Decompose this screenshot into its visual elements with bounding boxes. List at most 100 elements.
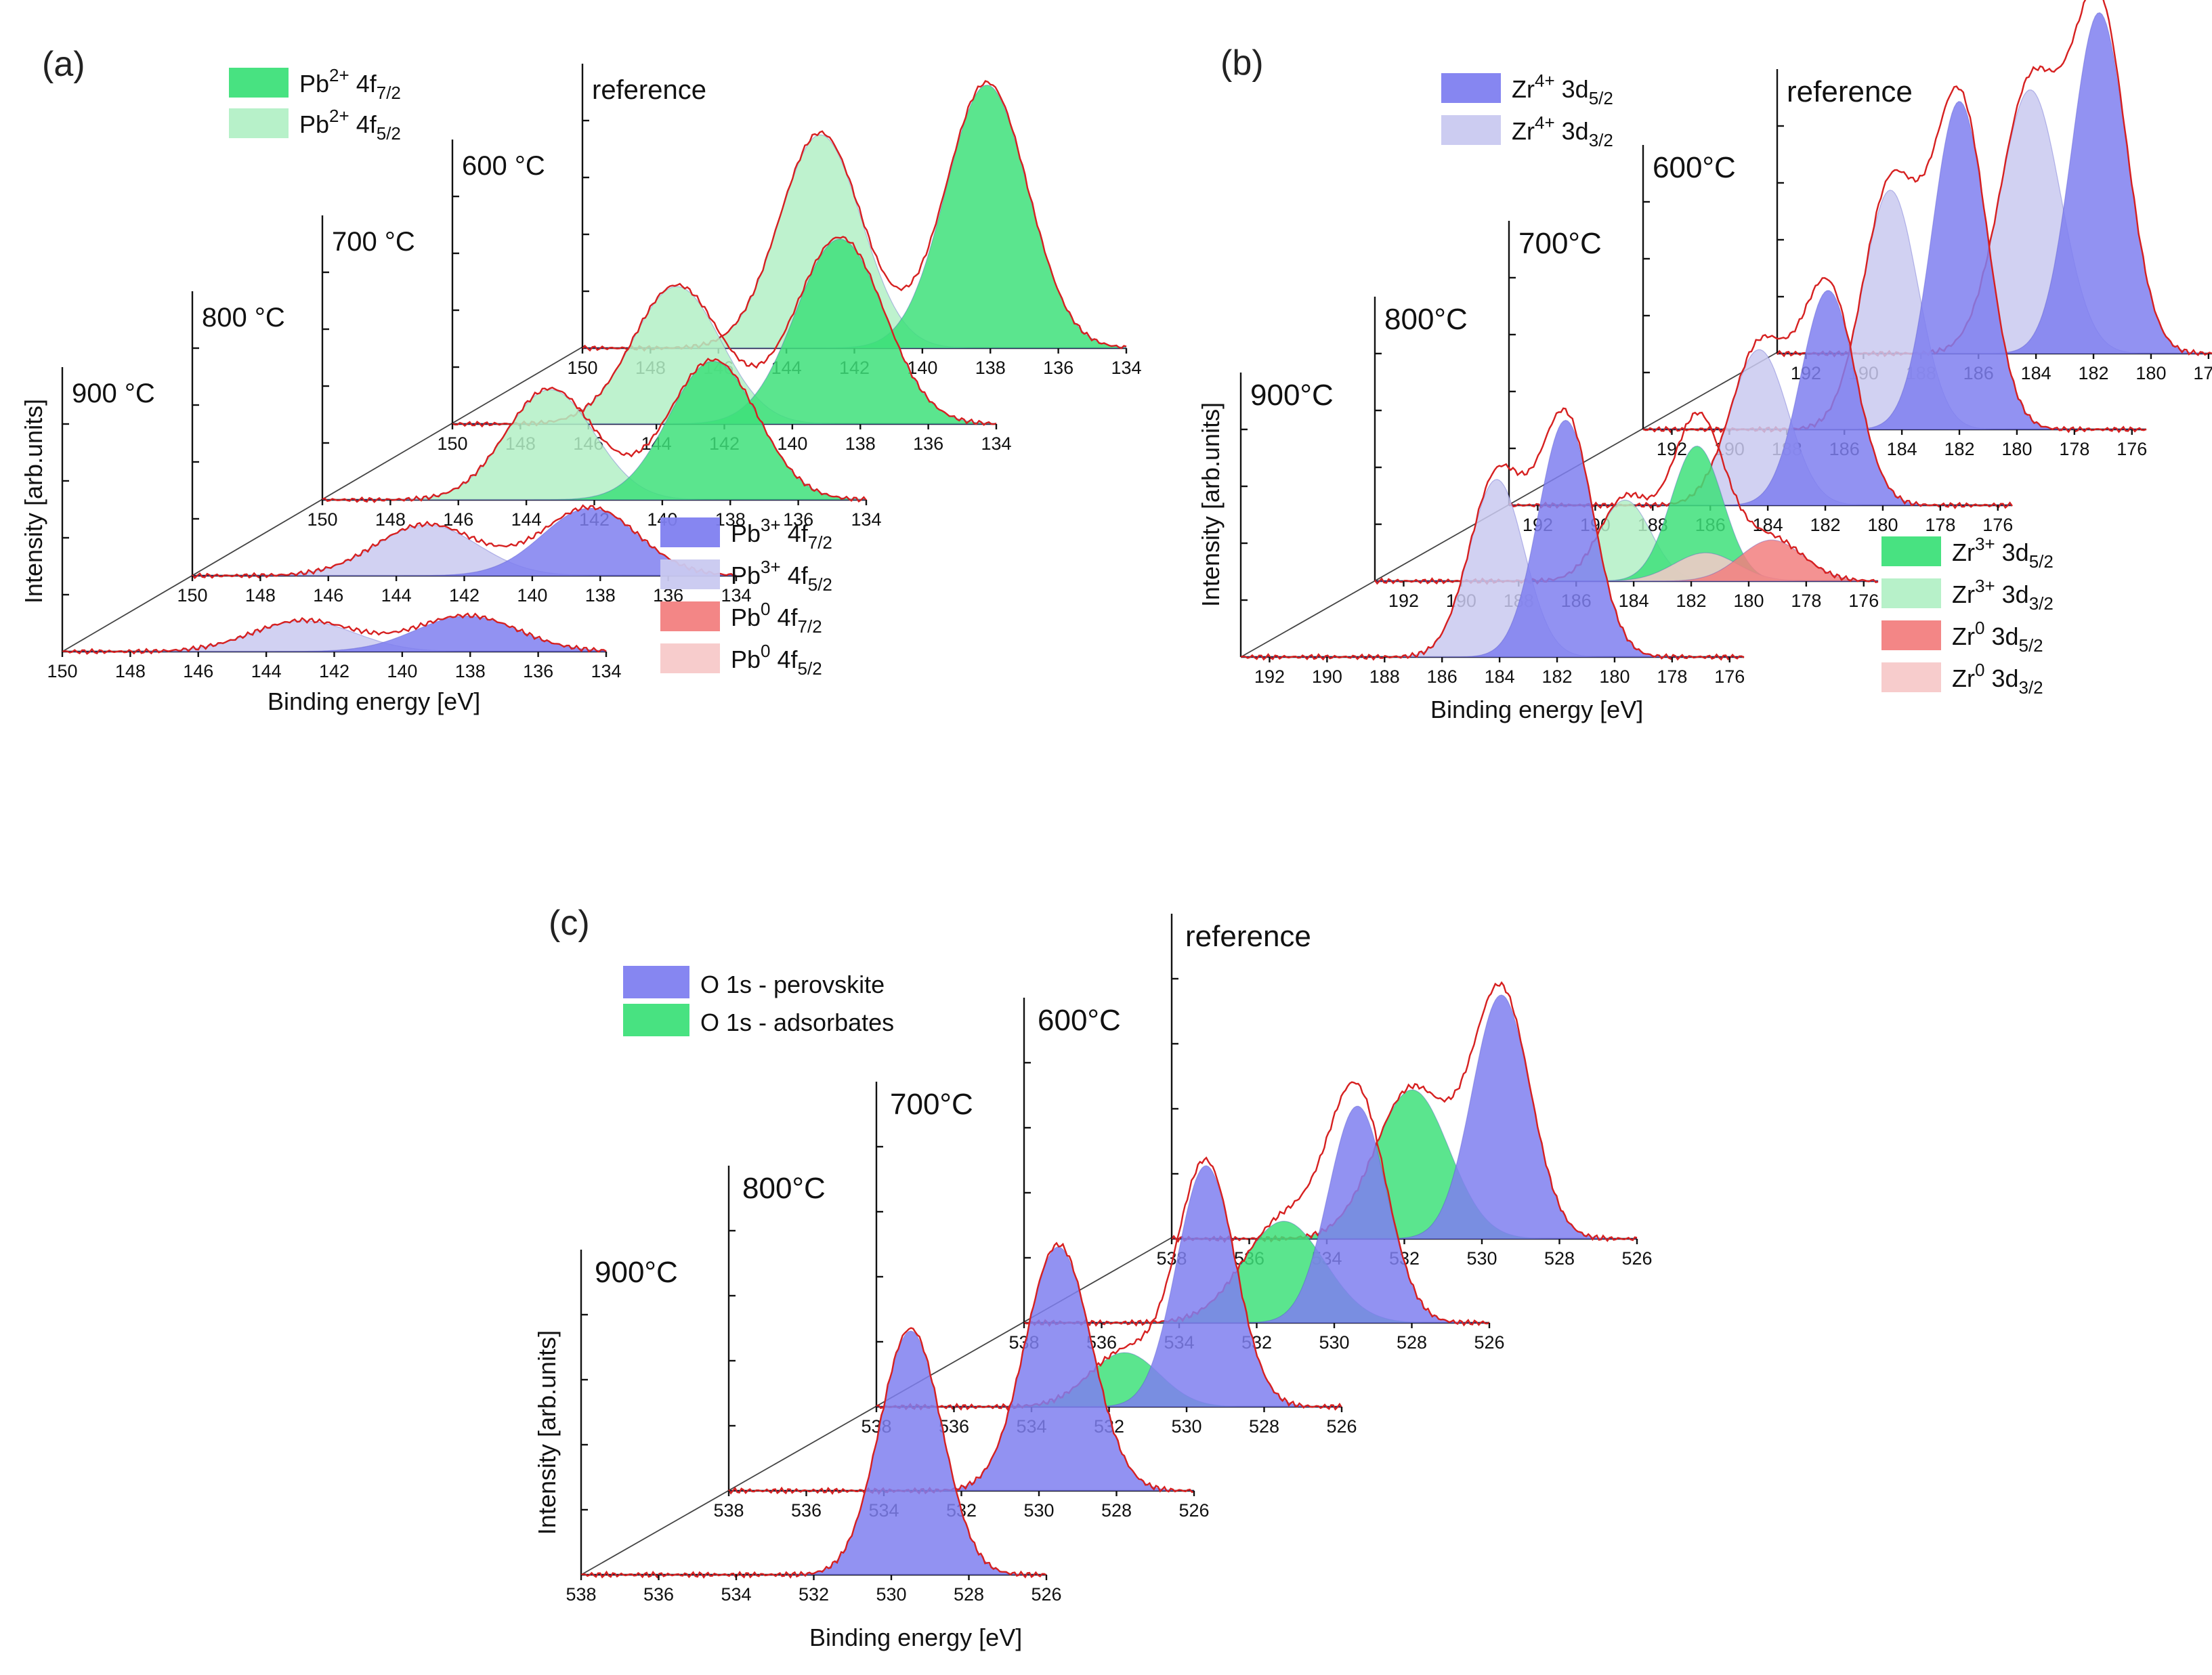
legend-swatch [1441, 73, 1501, 103]
energy-tick-label: 526 [1178, 1500, 1209, 1521]
legend-swatch [660, 517, 720, 547]
legend-item-zr4-5: Zr4+ 3d5/2 [1441, 70, 1613, 108]
legend-label: Pb2+ 4f7/2 [299, 65, 401, 103]
energy-tick-label: 134 [721, 585, 751, 606]
legend-label: Pb0 4f7/2 [731, 599, 822, 637]
energy-tick-label: 184 [2021, 363, 2051, 383]
legend-label: Zr3+ 3d5/2 [1952, 534, 2054, 572]
energy-tick-label: 184 [1887, 439, 1917, 459]
energy-tick-label: 134 [981, 433, 1011, 454]
legend-label: O 1s - perovskite [700, 971, 885, 998]
legend-swatch [1881, 620, 1941, 650]
legend-swatch [623, 966, 689, 998]
energy-tick-label: 528 [1397, 1332, 1427, 1353]
energy-tick-label: 188 [1369, 666, 1400, 687]
legend-item-pb2-5: Pb2+ 4f5/2 [229, 106, 401, 144]
temperature-label: 600 °C [462, 151, 545, 181]
energy-tick-label: 148 [115, 661, 146, 681]
energy-tick-label: 178 [1657, 666, 1687, 687]
energy-tick-label: 140 [517, 585, 547, 606]
measured-envelope [322, 358, 867, 503]
spectrum-4: reference538536534532530528526 [1156, 914, 1653, 1269]
temperature-label: 600°C [1653, 151, 1736, 184]
energy-tick-label: 140 [907, 358, 937, 378]
legend-item-pb0-7: Pb0 4f7/2 [660, 599, 822, 637]
energy-tick-label: 142 [449, 585, 480, 606]
energy-tick-label: 146 [183, 661, 213, 681]
energy-tick-label: 532 [799, 1584, 829, 1605]
temperature-label: 700°C [1518, 227, 1602, 260]
energy-tick-label: 526 [1031, 1584, 1061, 1605]
temperature-label: reference [1185, 920, 1311, 953]
panel-label: (b) [1220, 43, 1264, 83]
energy-tick-label: 536 [791, 1500, 822, 1521]
legend-swatch [1441, 115, 1501, 145]
energy-tick-label: 138 [715, 509, 746, 530]
legend-swatch [1881, 662, 1941, 692]
legend-item-pb2-7: Pb2+ 4f7/2 [229, 65, 401, 103]
measured-envelope [1023, 1081, 1490, 1328]
spectrum-0: 900°C 538 536 534 532 530 528 526 [566, 1250, 1062, 1605]
measured-envelope [1374, 411, 1879, 585]
energy-tick-label: 138 [845, 433, 876, 454]
energy-tick-label: 176 [1714, 666, 1745, 687]
energy-tick-label: 530 [1023, 1500, 1054, 1521]
legend-swatch [623, 1004, 689, 1036]
energy-tick-label: 180 [1733, 591, 1764, 611]
temperature-label: 800°C [742, 1172, 826, 1205]
temperature-label: 800°C [1384, 303, 1468, 336]
legend-swatch [660, 601, 720, 631]
energy-tick-label: 150 [307, 509, 337, 530]
energy-tick-label: 538 [713, 1500, 744, 1521]
spectrum-0: 900 °C 150 148 146 144 142 140 138 136 134 [47, 367, 622, 681]
panel-label: (c) [549, 904, 590, 943]
measured-envelope [1240, 407, 1745, 661]
energy-tick-label: 176 [1982, 515, 2013, 535]
energy-tick-label: 184 [1753, 515, 1783, 535]
energy-tick-label: 192 [1254, 666, 1285, 687]
measured-envelope [62, 612, 607, 655]
legend-label: Zr0 3d5/2 [1952, 618, 2043, 656]
energy-tick-label: 144 [511, 509, 542, 530]
energy-tick-label: 136 [523, 661, 553, 681]
energy-tick-label: 148 [375, 509, 406, 530]
energy-tick-label: 182 [1676, 591, 1706, 611]
energy-tick-label: 142 [319, 661, 349, 681]
legend-label: Zr3+ 3d3/2 [1952, 576, 2054, 614]
energy-tick-label: 182 [1944, 439, 1974, 459]
energy-tick-label: 184 [1619, 591, 1649, 611]
energy-tick-label: 178 [2193, 363, 2212, 383]
energy-tick-label: 192 [1388, 591, 1419, 611]
energy-tick-label: 180 [2001, 439, 2032, 459]
temperature-label: 700°C [890, 1088, 973, 1121]
legend-label: Pb0 4f5/2 [731, 641, 822, 679]
temperature-label: 900 °C [72, 379, 155, 408]
energy-tick-label: 180 [1867, 515, 1898, 535]
energy-tick-label: 528 [1249, 1416, 1279, 1437]
energy-tick-label: 528 [1101, 1500, 1132, 1521]
energy-tick-label: 182 [2078, 363, 2108, 383]
panel-label: (a) [42, 45, 85, 84]
energy-tick-label: 190 [1312, 666, 1342, 687]
energy-tick-label: 150 [177, 585, 207, 606]
legend-item-o-ads: O 1s - adsorbates [623, 1004, 894, 1036]
energy-tick-label: 176 [1848, 591, 1879, 611]
energy-tick-label: 180 [1599, 666, 1630, 687]
energy-tick-label: 528 [954, 1584, 984, 1605]
energy-tick-label: 178 [2059, 439, 2089, 459]
energy-tick-label: 146 [443, 509, 473, 530]
legend-label: Pb3+ 4f7/2 [731, 515, 832, 553]
energy-tick-label: 184 [1485, 666, 1515, 687]
legend-item-zr0-5: Zr0 3d5/2 [1881, 618, 2043, 656]
temperature-label: 700 °C [332, 227, 415, 257]
temperature-label: reference [592, 75, 706, 105]
x-axis-title: Binding energy [eV] [268, 687, 480, 715]
legend-item-pb0-5: Pb0 4f5/2 [660, 641, 822, 679]
energy-tick-label: 186 [1427, 666, 1458, 687]
energy-tick-label: 530 [876, 1584, 906, 1605]
